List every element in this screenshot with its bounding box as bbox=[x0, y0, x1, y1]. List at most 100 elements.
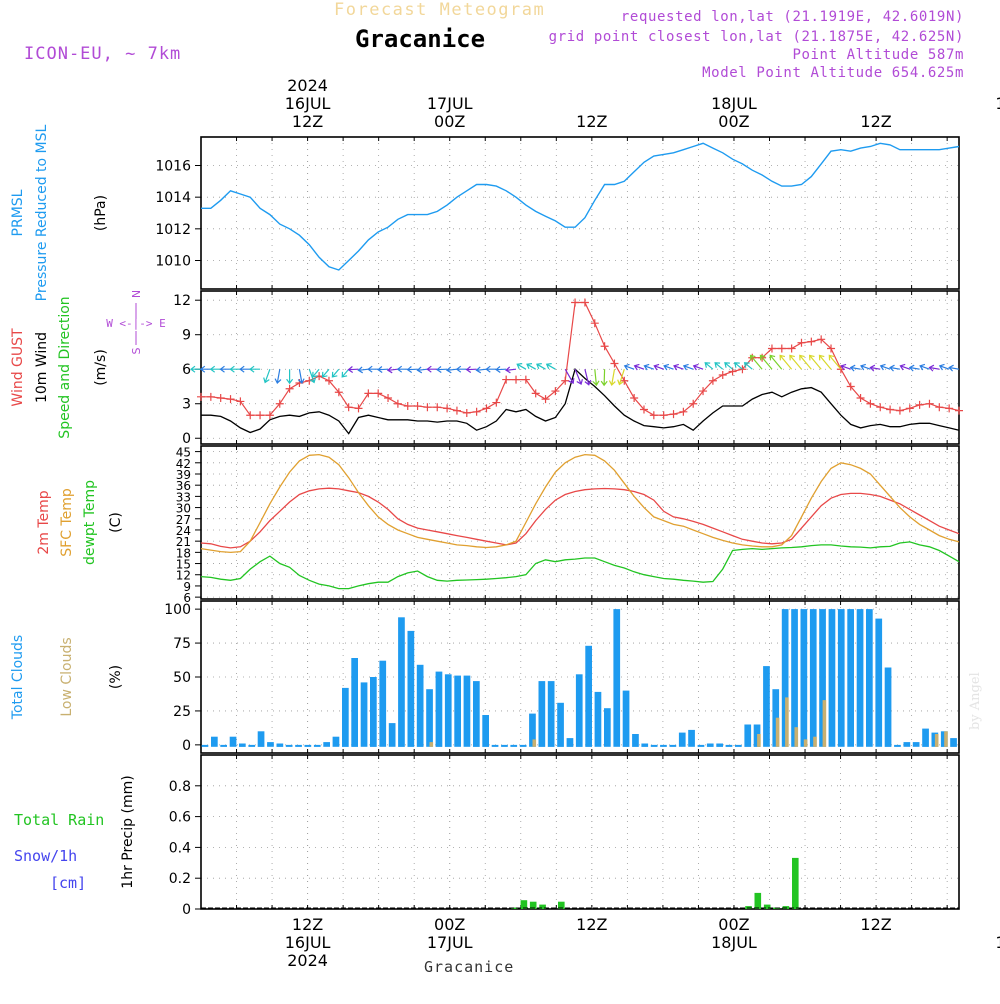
wind-arrow bbox=[869, 364, 881, 372]
gust-marker bbox=[571, 298, 580, 307]
wind-arrow bbox=[536, 363, 546, 370]
wind-arrow bbox=[617, 369, 625, 386]
gust-marker bbox=[246, 411, 255, 420]
series-label: PRMSL bbox=[10, 189, 26, 236]
low-cloud-bar bbox=[794, 727, 799, 747]
gust-marker bbox=[324, 376, 333, 385]
gust-marker bbox=[787, 344, 796, 353]
total-cloud-bar bbox=[229, 736, 237, 747]
series-label: SFC Temp bbox=[59, 488, 75, 557]
gust-marker bbox=[659, 411, 668, 420]
total-cloud-bar bbox=[594, 691, 602, 747]
wind-arrow bbox=[643, 363, 655, 371]
y-tick-label: 1014 bbox=[155, 190, 191, 206]
wind-arrow bbox=[416, 366, 428, 374]
wind-arrow bbox=[692, 363, 704, 371]
low-cloud-bar bbox=[532, 739, 537, 747]
gust-marker bbox=[866, 399, 875, 408]
time-label-hour: 12Z bbox=[292, 112, 323, 131]
y-tick-label: 0 bbox=[182, 738, 191, 754]
y-tick-label: 9 bbox=[182, 328, 191, 344]
wind-arrow bbox=[426, 365, 438, 373]
gust-marker bbox=[452, 406, 461, 415]
total-cloud-bar bbox=[519, 744, 527, 747]
gust-marker bbox=[630, 393, 639, 402]
time-label-date: 19JUL bbox=[995, 94, 1000, 113]
wind-arrow bbox=[564, 368, 575, 384]
total-cloud-bar bbox=[828, 609, 836, 747]
y-tick-label: 0 bbox=[182, 902, 191, 918]
total-cloud-bar bbox=[781, 609, 789, 747]
dewpoint-line bbox=[200, 541, 960, 590]
wind-arrow bbox=[919, 363, 930, 371]
panel-frame bbox=[200, 290, 960, 445]
wind-arrow bbox=[396, 365, 408, 373]
total-cloud-bar bbox=[370, 677, 377, 747]
gust-marker bbox=[256, 411, 265, 420]
total-cloud-bar bbox=[753, 724, 761, 747]
chart-subtitle: Forecast Meteogram bbox=[334, 0, 546, 20]
wind-arrow bbox=[249, 365, 261, 373]
wind-arrow bbox=[495, 366, 507, 373]
gust-marker bbox=[945, 404, 954, 413]
low-cloud-bar bbox=[934, 734, 939, 747]
total-cloud-bar bbox=[622, 690, 630, 747]
wind-arrow bbox=[592, 369, 600, 387]
time-label-hour: 12Z bbox=[576, 915, 607, 934]
time-label-year: 2024 bbox=[287, 76, 328, 95]
y-axis-label: (%) bbox=[108, 665, 124, 689]
wind-arrow bbox=[347, 366, 359, 373]
pressure-line bbox=[201, 142, 960, 271]
wind-arrow bbox=[734, 362, 743, 370]
series-label: dewpt Temp bbox=[82, 480, 98, 565]
y-tick-label: 42 bbox=[176, 457, 191, 471]
wind-arrow bbox=[465, 366, 477, 373]
y-tick-label: 33 bbox=[176, 490, 191, 504]
total-cloud-bar bbox=[866, 609, 873, 747]
gust-marker bbox=[403, 402, 412, 411]
panel-frame bbox=[200, 136, 960, 290]
gust-marker bbox=[354, 404, 363, 413]
y-tick-label: 21 bbox=[176, 535, 191, 549]
wind-arrow bbox=[263, 368, 271, 384]
wind-arrow bbox=[367, 365, 379, 373]
wind-arrow bbox=[673, 363, 684, 371]
gust-marker bbox=[482, 404, 491, 413]
gust-marker bbox=[364, 389, 373, 398]
total-cloud-bar bbox=[332, 736, 340, 747]
total-cloud-bar bbox=[884, 667, 892, 747]
gust-marker bbox=[738, 365, 747, 374]
gust-marker bbox=[492, 398, 501, 407]
wind-arrow bbox=[297, 369, 305, 384]
y-axis-label: (hPa) bbox=[93, 195, 109, 231]
total-cloud-bar bbox=[566, 738, 574, 747]
gust-marker bbox=[925, 399, 934, 408]
total-cloud-bar bbox=[847, 609, 854, 747]
total-cloud-bar bbox=[641, 743, 649, 747]
wind-arrow bbox=[516, 363, 527, 370]
gust-marker bbox=[384, 393, 393, 402]
wind-arrow bbox=[312, 368, 320, 378]
total-cloud-bar bbox=[463, 675, 471, 747]
series-label: Wind GUST bbox=[10, 328, 26, 407]
gust-marker bbox=[620, 376, 629, 385]
compass-n: N bbox=[130, 290, 143, 298]
wind-arrow bbox=[377, 366, 389, 373]
gust-marker bbox=[226, 395, 235, 404]
wind-arrow bbox=[239, 365, 251, 373]
wind-arrow bbox=[653, 363, 664, 371]
wind-arrow bbox=[879, 363, 891, 371]
total-cloud-bar bbox=[716, 743, 723, 747]
wind-arrow bbox=[759, 354, 773, 370]
time-label-hour: 12Z bbox=[292, 915, 323, 934]
sfc-temp-line bbox=[200, 453, 960, 554]
wind-arrow bbox=[229, 365, 241, 373]
wind-arrow bbox=[724, 362, 733, 370]
y-tick-label: 100 bbox=[164, 602, 191, 618]
wind-arrow bbox=[209, 365, 221, 373]
y-tick-label: 3 bbox=[182, 397, 191, 413]
series-label: 10m Wind bbox=[34, 332, 50, 403]
wind-speed-line bbox=[201, 367, 960, 435]
gust-marker bbox=[955, 406, 963, 415]
location-title: Gracanice bbox=[355, 25, 486, 53]
